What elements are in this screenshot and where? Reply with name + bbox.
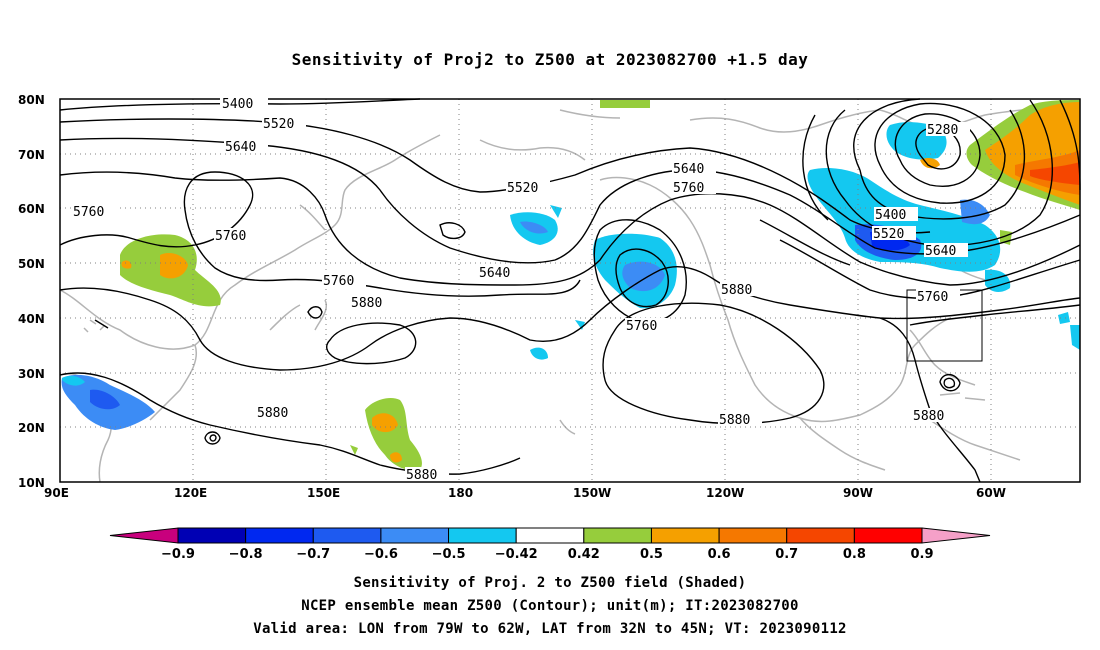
longitude-labels: 90E 120E 150E 180 150W 120W 90W 60W	[44, 486, 1006, 500]
caption-line-3: Valid area: LON from 79W to 62W, LAT fro…	[253, 621, 847, 637]
z500-contours	[59, 98, 1081, 483]
contour-label: 5880	[351, 296, 382, 311]
contour-label: 5760	[917, 290, 948, 305]
colorbar-box	[177, 527, 247, 544]
colorbar-box	[245, 527, 314, 544]
colorbar-tick-label: −0.6	[364, 547, 398, 562]
contour-label: 5880	[719, 413, 750, 428]
colorbar: −0.9 −0.8 −0.7 −0.6 −0.5 −0.42 0.42 0.5 0.6 0.7 0.…	[109, 527, 991, 562]
lat-label: 20N	[18, 421, 45, 435]
lat-label: 60N	[18, 202, 45, 216]
contour-label: 5640	[925, 244, 956, 259]
colorbar-box	[718, 527, 788, 544]
contour-label: 5880	[257, 406, 288, 421]
contour-label: 5280	[927, 123, 958, 138]
lat-label: 30N	[18, 367, 45, 381]
lat-label: 40N	[18, 312, 45, 326]
contour-label: 5880	[721, 283, 752, 298]
contour-label: 5760	[626, 319, 657, 334]
lat-label: 80N	[18, 93, 45, 107]
colorbar-tick-label: 0.9	[910, 547, 933, 562]
contour-label: 5400	[222, 97, 253, 112]
colorbar-tick-label: −0.42	[495, 547, 538, 562]
contour-label: 5760	[215, 229, 246, 244]
latitude-labels: 80N 70N 60N 50N 40N 30N 20N 10N	[18, 93, 45, 490]
colorbar-box	[853, 527, 923, 544]
contour-label: 5640	[225, 140, 256, 155]
colorbar-right-arrow	[921, 527, 991, 544]
contour-labels: 5400 5520 5640 5760 5760 5520 5640 5760 …	[72, 96, 970, 483]
lon-label: 180	[448, 486, 473, 500]
lon-label: 120E	[174, 486, 207, 500]
gridlines	[60, 99, 1080, 482]
map-border	[59, 98, 1081, 483]
contour-label: 5520	[263, 117, 294, 132]
colorbar-tick-label: −0.9	[161, 547, 195, 562]
lon-label: 120W	[706, 486, 744, 500]
colorbar-box	[515, 527, 585, 544]
lat-label: 50N	[18, 257, 45, 271]
caption-line-1: Sensitivity of Proj. 2 to Z500 field (Sh…	[353, 575, 747, 591]
colorbar-tick-label: −0.8	[229, 547, 263, 562]
lon-label: 60W	[976, 486, 1006, 500]
contour-label: 5760	[673, 181, 704, 196]
lat-label: 10N	[18, 476, 45, 490]
colorbar-tick-label: 0.6	[708, 547, 731, 562]
contour-label: 5640	[673, 162, 704, 177]
colorbar-tick-label: −0.7	[296, 547, 330, 562]
colorbar-tick-label: −0.5	[432, 547, 466, 562]
lon-label: 150E	[307, 486, 340, 500]
contour-label: 5520	[873, 227, 904, 242]
lon-label: 90E	[44, 486, 69, 500]
lon-label: 90W	[843, 486, 873, 500]
colorbar-tick-label: 0.8	[843, 547, 866, 562]
caption-line-2: NCEP ensemble mean Z500 (Contour); unit(…	[301, 598, 799, 614]
contour-label: 5400	[875, 208, 906, 223]
contour-label: 5880	[406, 468, 437, 483]
colorbar-tick-label: 0.7	[775, 547, 798, 562]
chart-title: Sensitivity of Proj2 to Z500 at 20230827…	[291, 50, 809, 69]
colorbar-tick-label: 0.42	[568, 547, 600, 562]
contour-label: 5520	[507, 181, 538, 196]
contour-label: 5880	[913, 409, 944, 424]
colorbar-box	[448, 527, 517, 544]
colorbar-box	[312, 527, 382, 544]
colorbar-box	[583, 527, 652, 544]
colorbar-left-arrow	[109, 527, 179, 544]
colorbar-box	[650, 527, 720, 544]
lat-label: 70N	[18, 148, 45, 162]
contour-label: 5760	[323, 274, 354, 289]
contour-label: 5760	[73, 205, 104, 220]
lon-label: 150W	[573, 486, 611, 500]
colorbar-box	[380, 527, 450, 544]
colorbar-box	[786, 527, 855, 544]
contour-label: 5640	[479, 266, 510, 281]
colorbar-tick-label: 0.5	[640, 547, 663, 562]
